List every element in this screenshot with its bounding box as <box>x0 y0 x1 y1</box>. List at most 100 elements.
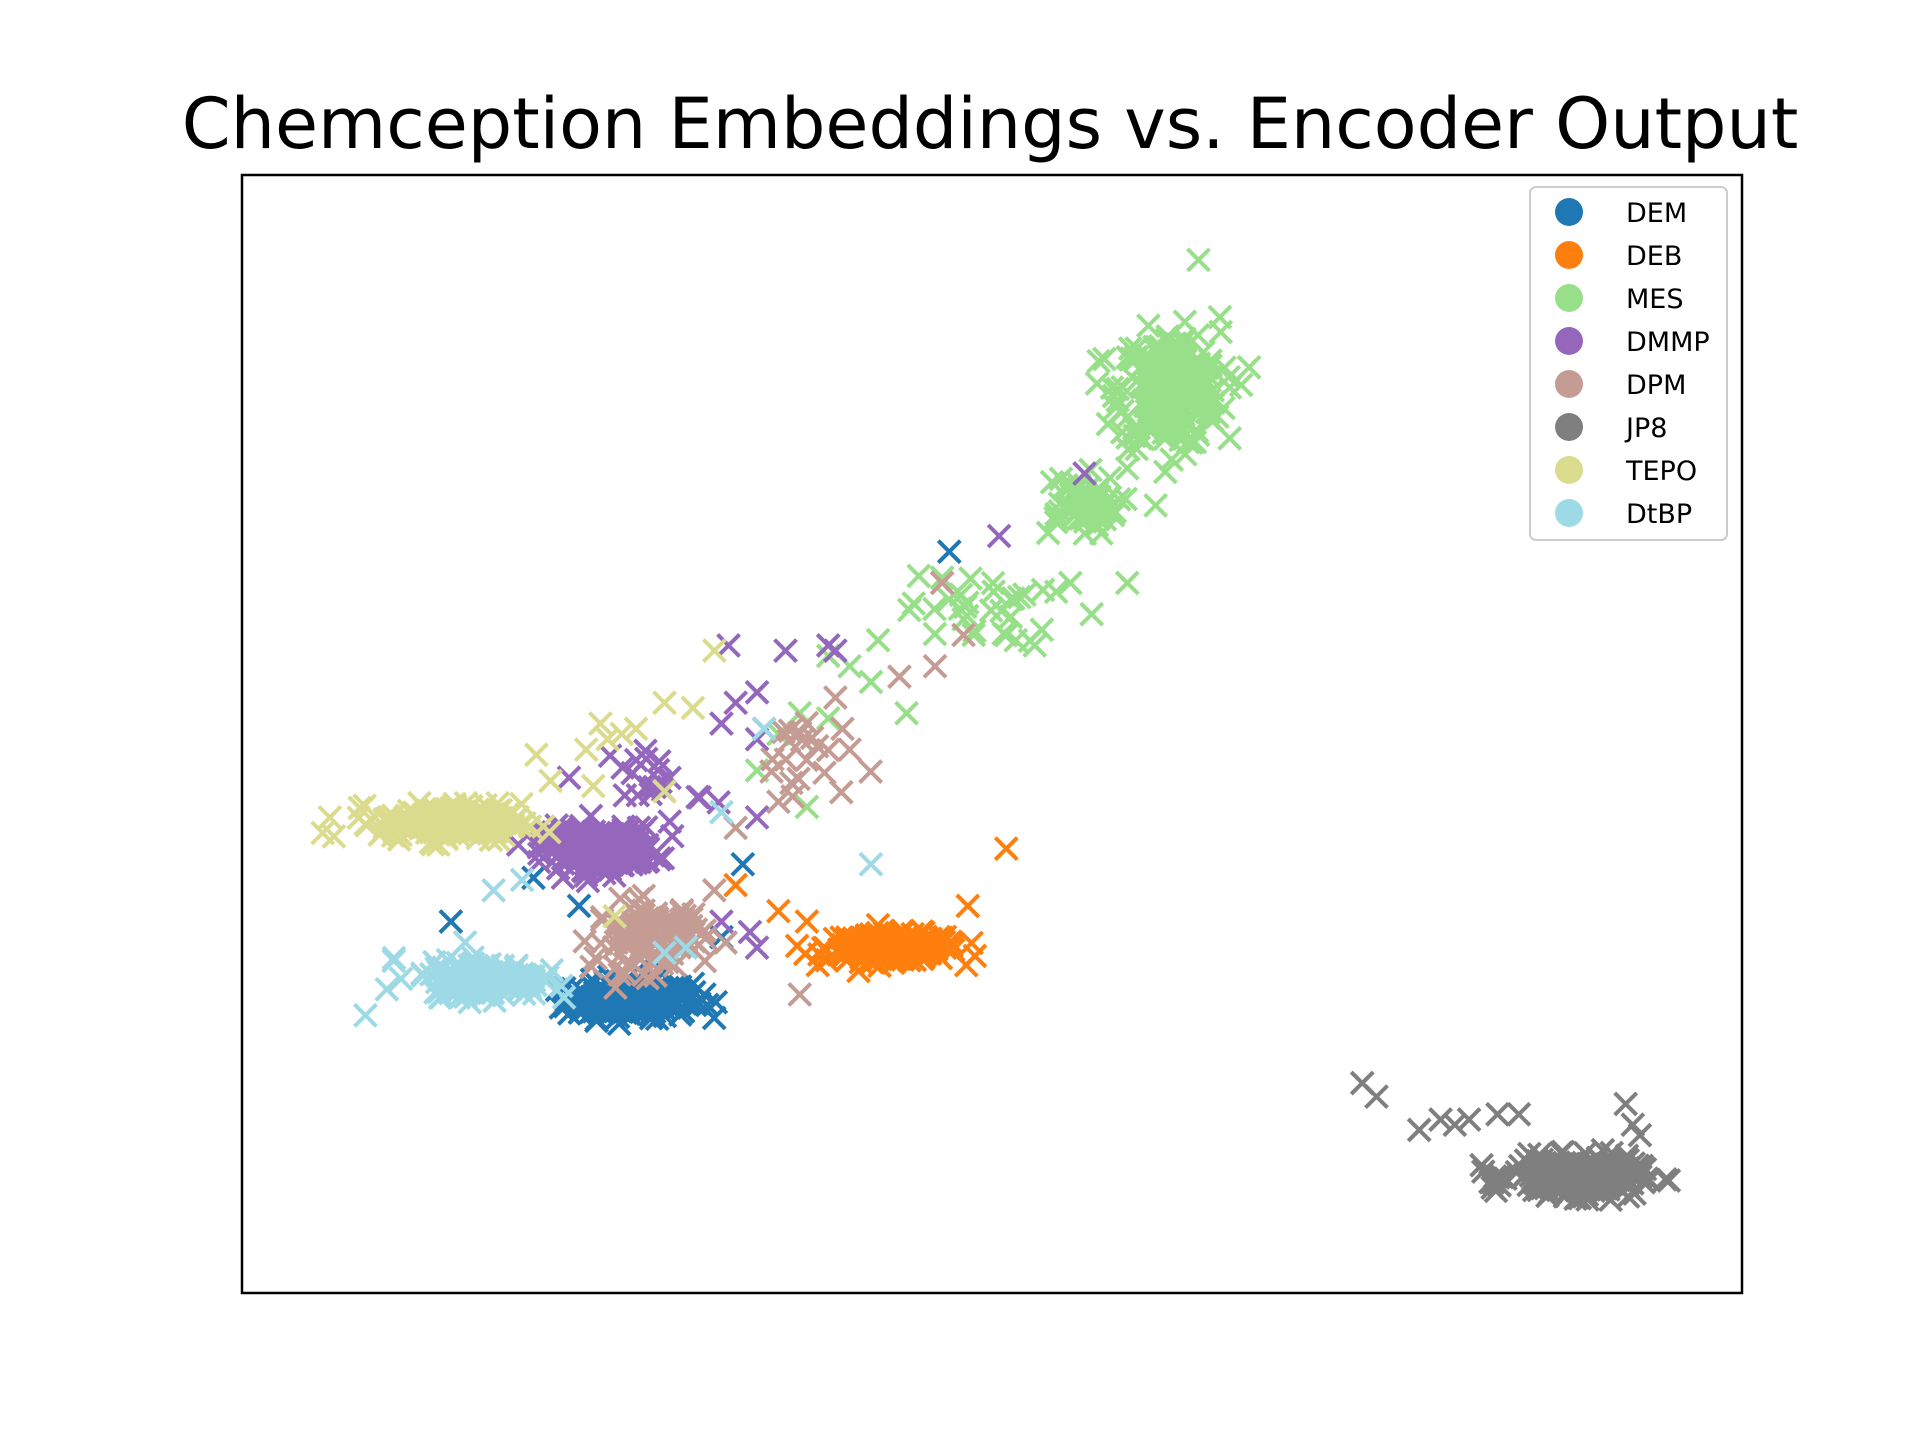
data-point-mes-315 <box>1100 502 1126 528</box>
data-point-dpm-91 <box>668 907 694 933</box>
legend-label-dpm: DPM <box>1626 370 1686 401</box>
data-point-dpm-106 <box>643 901 669 926</box>
data-point-tepo-212 <box>580 773 606 799</box>
data-point-dmmp-239 <box>542 836 568 862</box>
data-point-deb-204 <box>805 952 831 978</box>
data-point-dmmp-289 <box>709 711 734 736</box>
legend-item-jp8: JP8 <box>1555 413 1667 444</box>
legend-item-dmmp: DMMP <box>1555 327 1710 358</box>
data-point-dem-240 <box>438 909 464 934</box>
data-point-dtbp-219 <box>465 966 491 992</box>
data-point-jp8-312 <box>1477 1169 1503 1195</box>
data-point-dtbp-227 <box>481 877 507 903</box>
data-point-tepo-205 <box>587 711 613 736</box>
legend-marker-tepo <box>1555 456 1583 484</box>
data-point-deb-219 <box>849 936 875 962</box>
data-point-mes-248 <box>1095 411 1121 437</box>
data-point-jp8-295 <box>1598 1152 1624 1178</box>
plot-area-frame <box>240 173 1744 1295</box>
data-point-dem-245 <box>730 851 756 877</box>
data-point-dem-232 <box>632 995 658 1021</box>
data-point-mes-362 <box>794 794 820 820</box>
data-point-mes-350 <box>1207 304 1233 330</box>
data-point-mes-259 <box>1157 347 1183 373</box>
data-point-dtbp-228 <box>509 867 535 893</box>
data-point-jp8-303 <box>1428 1107 1453 1132</box>
data-point-dem-244 <box>694 992 720 1018</box>
data-point-mes-78 <box>1236 354 1262 380</box>
data-point-jp8-305 <box>1456 1107 1482 1132</box>
data-point-tepo-209 <box>573 737 599 763</box>
data-point-deb-213 <box>912 933 938 959</box>
data-point-mes-254 <box>1109 419 1135 445</box>
data-point-deb-222 <box>962 943 988 969</box>
data-point-dpm-124 <box>786 766 811 792</box>
data-point-dtbp-217 <box>496 965 522 991</box>
legend-item-dtbp: DtBP <box>1555 499 1692 530</box>
data-point-mes-5 <box>1086 348 1112 374</box>
data-point-mes-356 <box>894 700 919 726</box>
data-point-mes-253 <box>1151 412 1177 438</box>
data-point-mes-364 <box>815 705 841 731</box>
data-point-dmmp-292 <box>1072 461 1097 486</box>
data-point-dpm-94 <box>583 945 608 971</box>
data-point-dem-221 <box>667 1002 693 1027</box>
data-point-mes-68 <box>1099 375 1125 401</box>
data-point-mes-181 <box>1211 395 1236 421</box>
data-point-dmmp-250 <box>619 851 644 877</box>
data-point-mes-313 <box>1047 491 1073 517</box>
data-point-jp8-299 <box>1585 1145 1611 1171</box>
data-point-deb-207 <box>891 939 917 964</box>
data-point-mes-351 <box>1114 455 1140 481</box>
data-point-jp8-309 <box>1620 1112 1646 1138</box>
data-point-tepo-202 <box>701 638 727 664</box>
data-point-deb-215 <box>827 942 853 967</box>
data-point-tepo-206 <box>595 726 620 752</box>
data-point-dmmp-285 <box>716 633 741 658</box>
data-point-dpm-99 <box>657 908 683 933</box>
data-point-dpm-107 <box>588 931 614 956</box>
data-point-mes-331 <box>906 563 932 589</box>
data-point-dpm-126 <box>794 747 819 773</box>
data-point-dem-219 <box>552 993 578 1019</box>
data-point-mes-338 <box>991 621 1017 647</box>
legend-label-jp8: JP8 <box>1624 413 1667 444</box>
data-point-jp8-262 <box>1615 1184 1641 1209</box>
legend-marker-jp8 <box>1555 413 1583 441</box>
data-point-dpm-131 <box>887 664 912 690</box>
data-point-dtbp-137 <box>549 973 574 999</box>
data-point-dpm-127 <box>773 747 799 772</box>
data-point-dmmp-293 <box>744 804 770 830</box>
data-point-mes-249 <box>1165 403 1190 429</box>
data-point-tepo-152 <box>507 813 533 838</box>
data-point-jp8-298 <box>1594 1168 1620 1194</box>
data-point-deb-224 <box>794 909 820 934</box>
data-point-dpm-39 <box>631 883 657 909</box>
data-point-dem-222 <box>668 977 694 1003</box>
data-point-jp8-286 <box>1621 1163 1647 1189</box>
data-point-deb-223 <box>765 898 791 924</box>
legend-item-tepo: TEPO <box>1555 456 1697 487</box>
data-point-mes-300 <box>1088 520 1114 546</box>
data-point-dpm-125 <box>815 737 841 763</box>
data-point-jp8-308 <box>1613 1091 1639 1117</box>
data-point-dmmp-291 <box>986 523 1012 549</box>
data-point-dmmp-286 <box>723 690 749 716</box>
data-point-dtbp-201 <box>510 971 536 997</box>
data-point-dtbp-224 <box>409 961 435 987</box>
data-point-dpm-116 <box>858 759 884 784</box>
data-point-jp8-304 <box>1442 1112 1468 1138</box>
data-point-deb-225 <box>723 872 749 898</box>
data-point-dpm-128 <box>929 570 955 596</box>
data-point-dtbp-230 <box>709 799 734 825</box>
data-point-tepo-194 <box>402 813 428 839</box>
data-point-dem-241 <box>566 893 592 919</box>
legend-marker-dpm <box>1555 370 1583 398</box>
data-point-dem-238 <box>576 992 602 1017</box>
data-point-tepo-201 <box>310 820 336 846</box>
data-point-tepo-211 <box>538 768 563 794</box>
legend: DEM DEB MES DMMP DPM JP8 TEPO DtBP <box>1529 186 1728 541</box>
data-point-dmmp-294 <box>744 935 770 961</box>
data-point-jp8-301 <box>1364 1084 1389 1110</box>
data-point-mes-233 <box>1187 377 1213 403</box>
